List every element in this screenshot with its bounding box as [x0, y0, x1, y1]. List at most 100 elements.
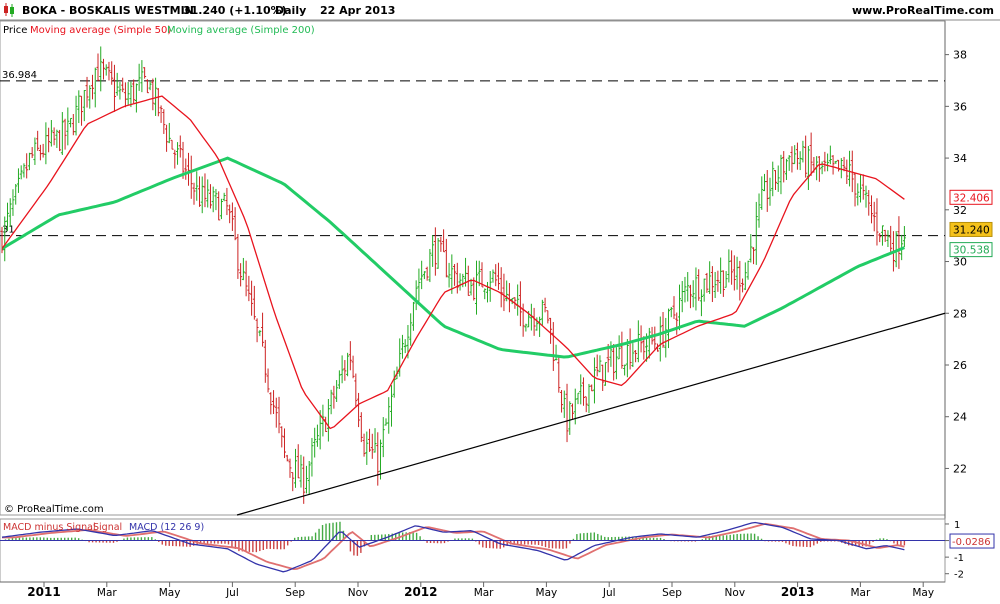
price-bar — [867, 190, 871, 216]
price-bar — [897, 216, 901, 269]
legend-ma200: Moving average (Simple 200) — [167, 25, 315, 36]
y-tick-label: 36 — [953, 100, 967, 113]
price-bar — [252, 285, 256, 320]
price-bar — [370, 433, 374, 459]
price-bar — [856, 183, 860, 206]
site-link[interactable]: www.ProRealTime.com — [852, 4, 994, 17]
price-bar — [30, 147, 34, 158]
price-bar — [36, 130, 40, 151]
x-tick-label: Mar — [474, 587, 494, 599]
price-bar — [420, 260, 424, 290]
level-label-bg — [1, 223, 16, 235]
x-tick-label: Jul — [602, 587, 616, 599]
price-bar — [365, 431, 369, 465]
price-bar — [686, 272, 690, 302]
price-bar — [598, 355, 602, 373]
price-bar — [760, 176, 764, 210]
y-tick-label: 24 — [953, 411, 967, 424]
x-tick-label: May — [159, 587, 181, 599]
price-bar — [661, 312, 665, 348]
price-bar — [47, 127, 51, 153]
price-bar — [200, 176, 204, 214]
price-bar — [422, 271, 426, 280]
x-tick-label: Nov — [725, 587, 746, 599]
price-bar — [565, 383, 569, 443]
macd-legend-hist: MACD minus Signal — [3, 522, 96, 533]
price-bar — [475, 260, 479, 315]
x-tick-label: Sep — [662, 587, 682, 599]
price-bar — [546, 310, 550, 324]
price-bar — [571, 403, 575, 420]
price-bar — [754, 201, 758, 265]
date: 22 Apr 2013 — [320, 4, 395, 17]
price-bar — [296, 444, 300, 479]
price-bar — [332, 385, 336, 409]
ma50-line — [1, 95, 905, 430]
price-bar — [584, 396, 588, 413]
price-bar — [554, 344, 558, 361]
price-bar — [795, 142, 799, 170]
price-bar — [132, 79, 136, 104]
copyright: © ProRealTime.com — [4, 504, 104, 515]
price-bar — [705, 272, 709, 293]
price-bar — [713, 271, 717, 299]
macd-line — [1, 521, 905, 573]
price-bar — [543, 297, 547, 313]
price-bar — [291, 472, 295, 492]
price-bar — [225, 187, 229, 216]
price-bar — [14, 184, 18, 205]
price-bar — [208, 184, 212, 209]
price-bar — [721, 270, 725, 297]
price-bar — [433, 227, 437, 276]
candlestick-icon — [4, 3, 14, 17]
last-label-price: 31.240 — [949, 221, 993, 237]
price-bar — [804, 135, 808, 178]
macd-tick-label: -2 — [954, 570, 964, 581]
price-bar — [348, 341, 352, 371]
price-bar — [623, 364, 627, 376]
price-bar — [211, 186, 215, 213]
price-bar — [741, 278, 745, 293]
price-bar — [697, 269, 701, 301]
price-bar — [444, 238, 448, 278]
price-bar — [845, 159, 849, 184]
price-bar — [642, 336, 646, 360]
price-bar — [540, 299, 544, 326]
price-bar — [107, 61, 111, 81]
price-bar — [69, 117, 73, 128]
macd-last-value: -0.0286 — [949, 533, 995, 549]
price-bar — [162, 109, 166, 134]
x-tick-label: 2013 — [781, 585, 814, 599]
price-bar — [875, 198, 879, 246]
price-bar — [842, 156, 846, 172]
price-bar — [192, 182, 196, 205]
price-bar — [58, 129, 62, 152]
price-bar — [85, 76, 89, 108]
price-bar — [351, 355, 355, 379]
macd-last-text: -0.0286 — [952, 537, 991, 548]
price-bar — [381, 417, 385, 458]
price-bar — [184, 158, 188, 180]
price-bar — [362, 433, 366, 457]
macd-last-box — [949, 533, 995, 549]
price-bar — [732, 255, 736, 291]
price-bar — [730, 250, 734, 285]
price-bar — [683, 276, 687, 303]
price-bar — [675, 312, 679, 335]
macd-legend-signal: Signal — [93, 522, 122, 533]
price-bar — [307, 460, 311, 495]
price-bar — [601, 364, 605, 391]
price-bar — [154, 77, 158, 116]
price-bar — [667, 308, 671, 349]
last-label-text: 30.538 — [953, 245, 990, 257]
price-bar — [776, 165, 780, 192]
price-bar — [872, 201, 876, 232]
y-tick-label: 38 — [953, 49, 967, 62]
price-bar — [612, 344, 616, 381]
price-bar — [110, 61, 114, 85]
x-tick-label: Sep — [285, 587, 305, 599]
macd-tick-label: 1 — [954, 520, 960, 531]
level-label-bg — [1, 68, 41, 80]
price-bar — [66, 107, 70, 146]
